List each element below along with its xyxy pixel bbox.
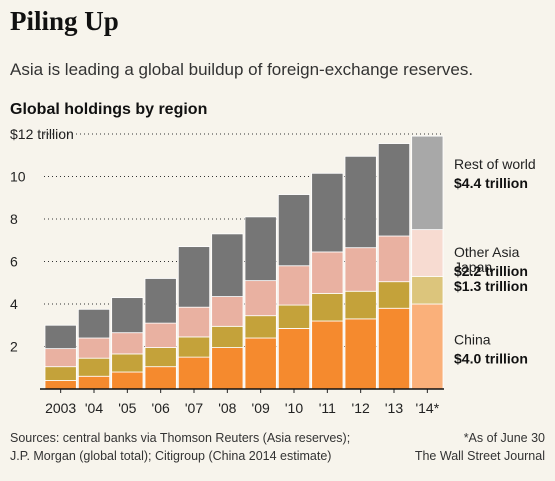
bar-segment bbox=[277, 194, 311, 267]
legend-value-label: $4.0 trillion bbox=[454, 351, 528, 367]
x-tick-label: '07 bbox=[185, 400, 203, 416]
x-tick-label: '08 bbox=[218, 400, 236, 416]
y-tick-label: 8 bbox=[10, 211, 18, 227]
bar-segment bbox=[377, 307, 411, 390]
footnote-credit: *As of June 30 The Wall Street Journal bbox=[415, 429, 545, 465]
bar-segment bbox=[144, 347, 177, 368]
bar-segment bbox=[44, 366, 77, 381]
bars-layer bbox=[44, 135, 444, 390]
bar-segment bbox=[311, 172, 344, 253]
bar-segment bbox=[311, 251, 344, 294]
bar-segment bbox=[177, 336, 211, 358]
legend-value-label: $1.3 trillion bbox=[454, 278, 528, 294]
sources-line-1: Sources: central banks via Thomson Reute… bbox=[10, 431, 351, 445]
bar-segment bbox=[211, 296, 244, 327]
bar-segment bbox=[377, 235, 411, 283]
bar-segment bbox=[111, 371, 144, 390]
bar-segment bbox=[344, 155, 377, 249]
legend-series-label: China bbox=[454, 332, 491, 348]
bar-segment bbox=[377, 143, 411, 237]
y-tick-label: $12 trillion bbox=[10, 126, 74, 142]
y-tick-label: 6 bbox=[10, 254, 18, 270]
x-tick-label: '06 bbox=[152, 400, 170, 416]
bar-segment bbox=[77, 357, 111, 377]
bar-segment bbox=[311, 292, 344, 322]
legend-series-label: Rest of world bbox=[454, 156, 536, 172]
chart-section-label: Global holdings by region bbox=[10, 101, 208, 118]
bar-segment bbox=[344, 247, 377, 292]
x-tick-label: '12 bbox=[352, 400, 370, 416]
bar-segment bbox=[77, 375, 111, 390]
x-tick-label: '04 bbox=[85, 400, 103, 416]
credit: The Wall Street Journal bbox=[414, 449, 545, 463]
bar-segment bbox=[111, 332, 144, 355]
footnote: *As of June 30 bbox=[463, 431, 545, 445]
legend-series-label: Other Asia bbox=[454, 244, 520, 260]
legend-value-label: $4.4 trillion bbox=[454, 175, 528, 191]
legend-layer: Rest of world $4.4 trillion Other Asia $2.2… bbox=[454, 156, 536, 367]
bar-segment bbox=[277, 265, 311, 306]
x-tick-label: '13 bbox=[385, 400, 403, 416]
bar-segment bbox=[111, 297, 144, 334]
bar-segment bbox=[411, 275, 444, 305]
sources-line-2: J.P. Morgan (global total); Citigroup (C… bbox=[10, 449, 332, 463]
legend-series-label: Japan bbox=[454, 259, 492, 275]
bar-segment bbox=[244, 337, 277, 390]
bar-segment bbox=[144, 322, 177, 348]
bar-segment bbox=[211, 325, 244, 348]
bar-segment bbox=[77, 308, 111, 339]
bar-segment bbox=[244, 280, 277, 317]
bar-segment bbox=[277, 304, 311, 329]
sources-note: Sources: central banks via Thomson Reute… bbox=[10, 429, 350, 465]
bar-segment bbox=[311, 320, 344, 390]
grid-layer bbox=[44, 133, 444, 347]
bar-segment bbox=[244, 315, 277, 339]
bar-segment bbox=[144, 366, 177, 390]
bar-segment bbox=[411, 229, 444, 277]
y-tick-label: 2 bbox=[10, 339, 18, 355]
x-tick-label: '14* bbox=[415, 400, 439, 416]
bar-segment bbox=[377, 281, 411, 309]
bar-segment bbox=[411, 303, 444, 390]
y-tick-label: 4 bbox=[10, 296, 18, 312]
bar-segment bbox=[344, 290, 377, 320]
bar-segment bbox=[77, 337, 111, 359]
bar-segment bbox=[177, 356, 211, 390]
chart-subtitle: Asia is leading a global buildup of fore… bbox=[10, 60, 474, 79]
bar-segment bbox=[44, 380, 77, 390]
bar-segment bbox=[277, 328, 311, 390]
x-tick-label: '11 bbox=[319, 400, 336, 416]
bar-segment bbox=[144, 278, 177, 324]
bar-segment bbox=[211, 233, 244, 297]
legend-value-label: $2.2 trillion bbox=[454, 263, 528, 279]
bar-segment bbox=[411, 135, 444, 231]
x-tick-label: 2003 bbox=[45, 400, 76, 416]
x-tick-label: '10 bbox=[285, 400, 303, 416]
bar-segment bbox=[44, 348, 77, 368]
bar-segment bbox=[244, 216, 277, 282]
bar-segment bbox=[111, 353, 144, 373]
x-tick-label: '09 bbox=[252, 400, 270, 416]
axis-layer: 2 4 6 8 10 $12 trillion 2003 '04 '05 '06 '07 '08 '09… bbox=[10, 126, 444, 416]
bar-segment bbox=[344, 318, 377, 390]
bar-segment bbox=[177, 246, 211, 308]
y-tick-label: 10 bbox=[10, 169, 26, 185]
bar-segment bbox=[177, 306, 211, 338]
chart-title: Piling Up bbox=[10, 6, 119, 36]
x-tick-label: '05 bbox=[118, 400, 136, 416]
bar-segment bbox=[44, 324, 77, 350]
bar-segment bbox=[211, 347, 244, 390]
